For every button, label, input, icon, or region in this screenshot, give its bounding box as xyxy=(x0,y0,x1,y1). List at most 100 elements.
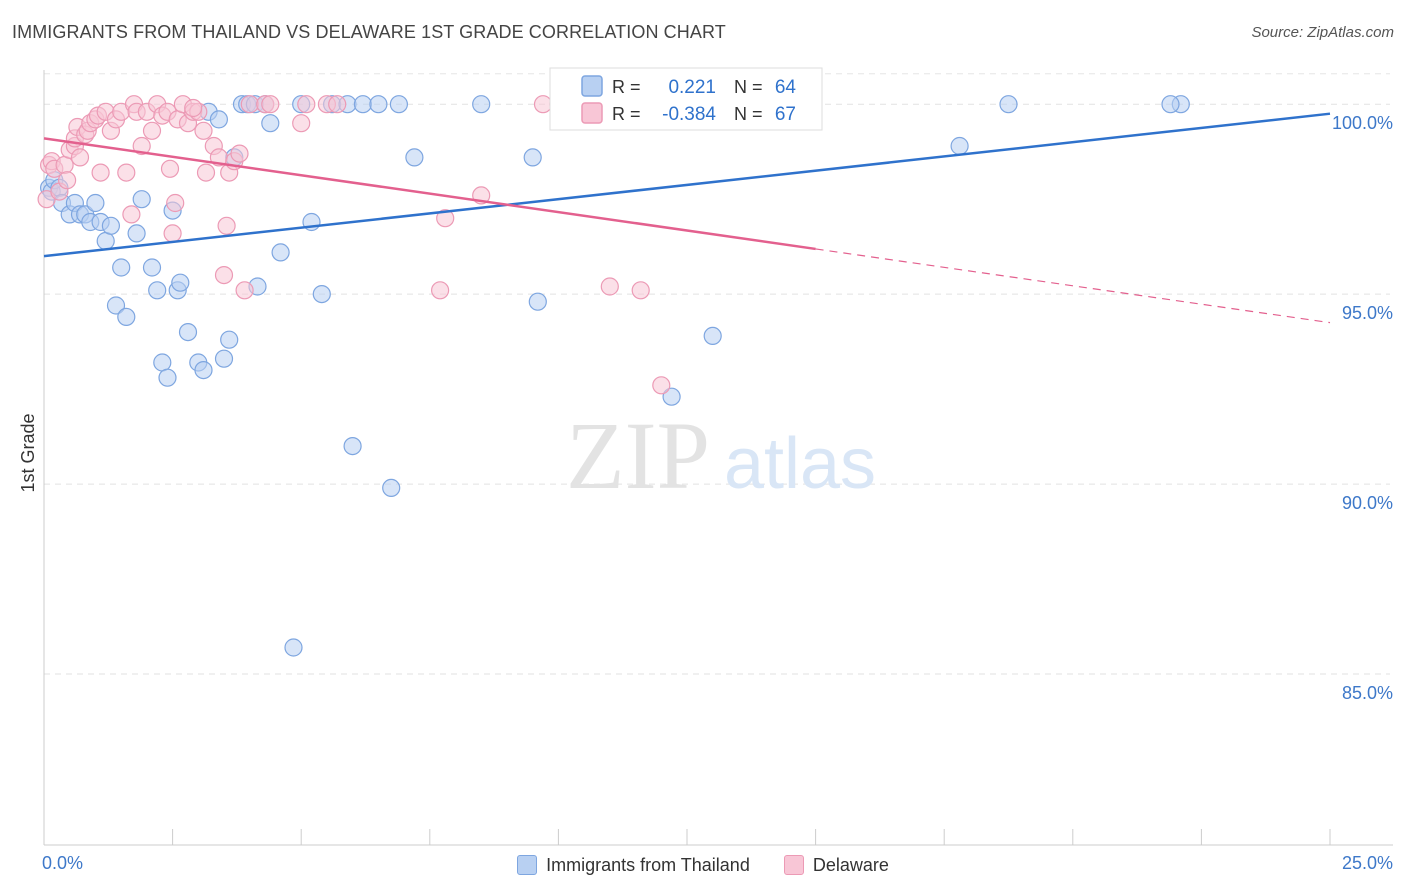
trend-line-solid xyxy=(43,112,1331,258)
data-point xyxy=(240,95,259,114)
data-point xyxy=(328,95,347,114)
x-tick-label-min: 0.0% xyxy=(42,853,83,873)
data-point xyxy=(158,368,177,387)
y-tick-label: 90.0% xyxy=(1342,493,1393,513)
chart-title: IMMIGRANTS FROM THAILAND VS DELAWARE 1ST… xyxy=(12,22,726,42)
data-point xyxy=(292,114,311,133)
data-point xyxy=(312,285,331,304)
data-point xyxy=(153,353,172,372)
data-point xyxy=(117,307,136,326)
data-point xyxy=(230,144,249,163)
data-point xyxy=(999,95,1018,114)
trend-line-dashed xyxy=(815,248,1331,324)
stats-legend: R = 0.221 N = 64 R = -0.384 N = 67 xyxy=(549,67,823,131)
gridlines xyxy=(44,73,1390,675)
data-point xyxy=(166,193,185,213)
legend-n-label-1: N = xyxy=(734,104,763,124)
data-point xyxy=(631,281,650,300)
axes xyxy=(43,70,1393,846)
data-point xyxy=(261,114,280,133)
legend-entry-thailand[interactable]: Immigrants from Thailand xyxy=(517,855,750,876)
data-point xyxy=(194,121,213,140)
watermark-zip: ZIP xyxy=(566,402,710,509)
legend-swatch-thailand xyxy=(581,75,603,97)
x-tick-label-max: 25.0% xyxy=(1342,853,1393,873)
data-point xyxy=(132,190,151,209)
trend-line-solid xyxy=(43,137,816,251)
series-delaware-points xyxy=(37,95,671,395)
legend-n-label-0: N = xyxy=(734,77,763,97)
data-point xyxy=(106,296,126,315)
data-point xyxy=(91,163,110,182)
trend-lines xyxy=(43,112,1331,324)
y-tick-label: 85.0% xyxy=(1342,683,1393,703)
series-legend: Immigrants from Thailand Delaware xyxy=(0,852,1406,878)
legend-label-thailand: Immigrants from Thailand xyxy=(546,854,750,875)
legend-r-value-0: 0.221 xyxy=(668,77,716,98)
data-point xyxy=(184,98,203,118)
data-point xyxy=(472,95,491,114)
data-point xyxy=(405,148,424,167)
data-point xyxy=(55,155,74,175)
data-point xyxy=(271,243,290,262)
data-point xyxy=(297,95,316,114)
data-point xyxy=(171,273,190,292)
data-point xyxy=(950,136,969,156)
data-point xyxy=(533,95,553,114)
data-point xyxy=(389,95,408,114)
data-point xyxy=(209,110,228,129)
data-point xyxy=(217,216,236,235)
y-tick-label: 95.0% xyxy=(1342,303,1393,323)
legend-entry-delaware[interactable]: Delaware xyxy=(783,854,889,876)
data-point xyxy=(70,148,90,167)
data-point xyxy=(652,376,671,395)
legend-swatch-thailand-bottom xyxy=(517,855,538,875)
data-point xyxy=(235,281,254,300)
data-point xyxy=(600,277,619,296)
watermark-atlas: atlas xyxy=(724,424,876,504)
data-point xyxy=(528,292,547,311)
y-axis-label: 1st Grade xyxy=(18,413,38,492)
x-tick-labels: 0.0% 25.0% xyxy=(42,853,1393,873)
data-point xyxy=(523,148,542,167)
data-point xyxy=(662,387,681,406)
data-point xyxy=(148,281,167,300)
data-point xyxy=(194,361,213,380)
series-thailand-points xyxy=(39,95,1190,657)
legend-r-label-0: R = xyxy=(612,77,641,97)
data-point xyxy=(163,224,182,243)
data-point xyxy=(1161,95,1180,114)
data-point xyxy=(142,121,162,140)
data-point xyxy=(220,330,239,349)
data-point xyxy=(343,437,362,456)
source-attribution: Source: ZipAtlas.com xyxy=(1251,24,1394,41)
data-point xyxy=(353,95,372,114)
legend-n-value-1: 67 xyxy=(775,104,796,125)
zipatlas-watermark: ZIP atlas xyxy=(566,402,876,509)
legend-label-delaware: Delaware xyxy=(812,854,889,875)
data-point xyxy=(284,638,303,657)
data-point xyxy=(196,163,216,182)
legend-r-value-1: -0.384 xyxy=(662,104,716,125)
data-point xyxy=(122,205,141,224)
data-point xyxy=(117,163,136,182)
data-point xyxy=(101,216,121,235)
data-point xyxy=(178,323,198,342)
y-tick-label: 100.0% xyxy=(1332,113,1393,133)
legend-r-label-1: R = xyxy=(612,104,641,124)
data-point xyxy=(86,193,105,213)
data-point xyxy=(112,258,131,277)
data-point xyxy=(142,258,162,277)
data-point xyxy=(214,266,234,285)
data-point xyxy=(431,281,450,300)
data-point xyxy=(96,231,115,251)
legend-n-value-0: 64 xyxy=(775,77,797,98)
y-tick-labels: 85.0% 90.0% 95.0% 100.0% xyxy=(1332,113,1393,703)
data-point xyxy=(436,209,455,228)
data-point xyxy=(160,159,180,178)
data-point xyxy=(127,224,146,243)
data-point xyxy=(369,95,388,114)
legend-swatch-delaware-bottom xyxy=(783,855,804,875)
legend-swatch-delaware xyxy=(581,102,603,124)
